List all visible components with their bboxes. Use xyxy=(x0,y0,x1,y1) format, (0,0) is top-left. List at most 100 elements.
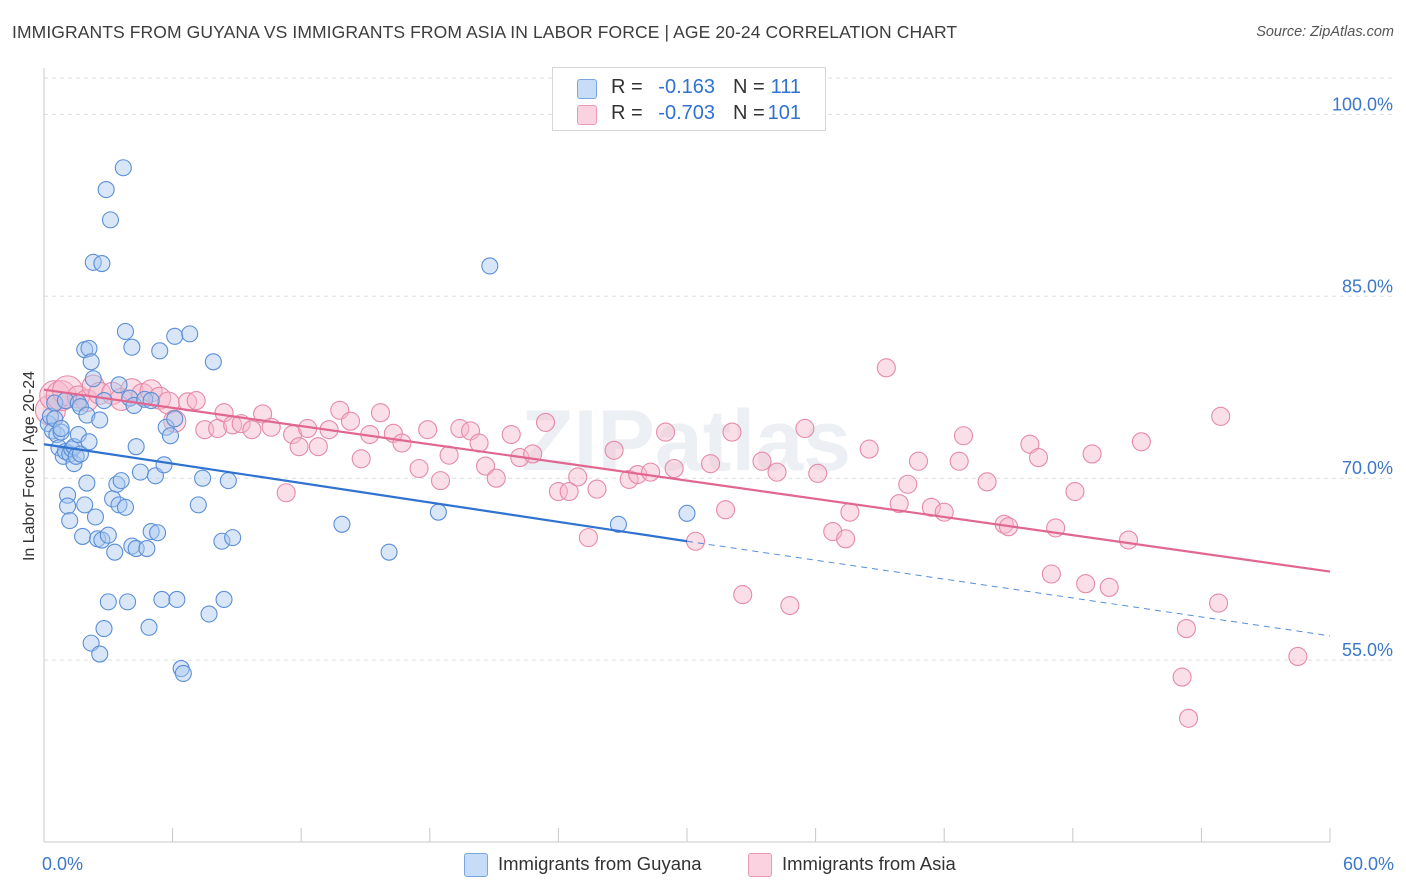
r-key: R = xyxy=(611,76,643,98)
guyana-point xyxy=(481,257,499,275)
asia-point xyxy=(289,437,309,457)
asia-point xyxy=(1099,577,1119,597)
asia-point xyxy=(921,497,941,517)
guyana-point xyxy=(74,527,92,545)
guyana-point xyxy=(82,353,100,371)
asia-point xyxy=(242,420,262,440)
watermark: ZIPatlas xyxy=(521,393,851,489)
asia-point xyxy=(1076,574,1096,594)
asia-point xyxy=(587,479,607,499)
asia-point xyxy=(949,451,969,471)
asia-point xyxy=(1020,434,1040,454)
guyana-point xyxy=(61,512,79,530)
guyana-point xyxy=(93,254,111,273)
guyana-point xyxy=(76,496,94,514)
asia-point xyxy=(716,500,736,520)
asia-point xyxy=(501,424,521,445)
guyana-point xyxy=(678,504,696,522)
guyana-point xyxy=(155,456,173,474)
asia-point xyxy=(664,458,684,479)
y-axis-label: In Labor Force | Age 20-24 xyxy=(21,371,38,561)
asia-point xyxy=(953,426,974,446)
guyana-point xyxy=(215,590,233,609)
trend-lines xyxy=(43,388,1331,637)
asia-point xyxy=(977,472,997,492)
asia-point xyxy=(1065,481,1085,502)
asia-legend-label: Immigrants from Asia xyxy=(782,853,956,874)
guyana-point xyxy=(116,322,134,341)
asia-point xyxy=(535,412,556,432)
asia-point xyxy=(876,358,896,378)
guyana-point xyxy=(149,524,167,542)
asia-swatch xyxy=(577,105,597,125)
asia-point xyxy=(752,451,772,471)
asia-point xyxy=(840,502,860,522)
guyana-point xyxy=(140,618,158,636)
guyana-point xyxy=(219,472,237,490)
source-credit: Source: ZipAtlas.com xyxy=(1256,24,1394,40)
axes xyxy=(43,68,1331,843)
asia-point xyxy=(186,391,206,411)
asia-point xyxy=(392,433,412,453)
guyana-point xyxy=(95,620,113,638)
n-value: 101 xyxy=(767,102,801,124)
guyana-point xyxy=(95,392,113,410)
guyana-point xyxy=(80,433,98,451)
asia-point xyxy=(808,463,828,483)
guyana-point xyxy=(333,515,351,533)
asia-point xyxy=(430,471,451,491)
asia-point xyxy=(604,440,624,460)
asia-point xyxy=(163,409,187,433)
n-key: N = xyxy=(733,102,765,124)
asia-point xyxy=(1172,667,1192,687)
asia-point xyxy=(1041,564,1061,584)
asia-point xyxy=(1118,530,1139,550)
guyana-point xyxy=(116,498,134,516)
guyana-point xyxy=(99,526,117,544)
guyana-point xyxy=(380,543,398,561)
n-key: N = xyxy=(733,76,765,98)
asia-point xyxy=(908,451,929,471)
guyana-point xyxy=(161,427,180,445)
guyana-point xyxy=(429,503,447,521)
asia-point xyxy=(733,585,753,605)
guyana-point xyxy=(86,508,104,526)
asia-point xyxy=(641,462,661,482)
guyana-point xyxy=(131,463,149,481)
asia-point xyxy=(559,481,579,502)
asia-point xyxy=(1028,448,1049,468)
y-tick-label: 70.0% xyxy=(1342,458,1393,478)
y-tick-label: 85.0% xyxy=(1342,276,1393,296)
guyana-point xyxy=(78,406,96,424)
guyana-point xyxy=(166,327,184,345)
asia-point xyxy=(780,595,800,616)
guyana-point xyxy=(213,532,231,550)
guyana-point xyxy=(194,469,212,487)
guyana-legend-label: Immigrants from Guyana xyxy=(498,853,702,874)
asia-point xyxy=(1211,406,1231,426)
asia-point xyxy=(889,494,909,514)
guyana-point xyxy=(142,522,160,541)
guyana-point xyxy=(166,410,184,428)
asia-point xyxy=(836,529,856,549)
legend-item-guyana: Immigrants from Guyana xyxy=(464,852,724,878)
guyana-point xyxy=(106,543,124,561)
tick-labels: 55.0% 70.0% 85.0% 100.0% 0.0% 60.0% xyxy=(42,94,1394,874)
guyana-point xyxy=(119,593,137,611)
guyana-point xyxy=(52,423,70,441)
asia-legend-swatch xyxy=(748,853,772,877)
guyana-point xyxy=(123,338,141,356)
guyana-point xyxy=(110,376,128,394)
asia-point xyxy=(1176,619,1196,639)
chart-title: IMMIGRANTS FROM GUYANA VS IMMIGRANTS FRO… xyxy=(12,22,958,42)
guyana-point xyxy=(84,370,102,388)
guyana-point xyxy=(91,645,109,663)
stats-legend: R = -0.163 N = 111 R = -0.703 N = 101 xyxy=(552,67,826,131)
asia-point xyxy=(578,528,598,548)
asia-point xyxy=(656,422,676,442)
y-tick-label: 100.0% xyxy=(1332,94,1393,114)
guyana-point xyxy=(99,593,117,611)
guyana-trend-extension xyxy=(686,540,1331,637)
asia-point xyxy=(859,439,879,459)
guyana-point xyxy=(78,474,96,492)
